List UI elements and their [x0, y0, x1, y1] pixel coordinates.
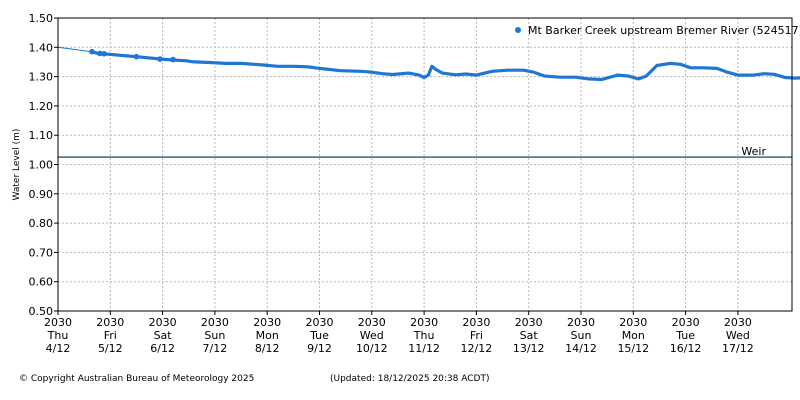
- y-tick-label: 0.50: [29, 305, 54, 318]
- legend-marker: [515, 27, 521, 33]
- x-tick-label-date: 7/12: [203, 342, 228, 355]
- data-point: [170, 56, 176, 63]
- x-tick-label-day: Tue: [675, 329, 695, 342]
- x-tick-label-time: 2030: [410, 316, 438, 329]
- x-tick-label-time: 2030: [201, 316, 229, 329]
- copyright-text: © Copyright Australian Bureau of Meteoro…: [19, 374, 255, 384]
- x-tick-label-time: 2030: [149, 316, 177, 329]
- y-tick-label: 1.50: [29, 12, 54, 25]
- x-tick-label-date: 16/12: [670, 342, 702, 355]
- y-tick-label: 0.60: [29, 276, 54, 289]
- data-point: [101, 50, 107, 57]
- x-tick-label-date: 6/12: [150, 342, 175, 355]
- y-axis: 0.50 0.60 0.70 0.80 0.90 1.00 1.10 1.20 1.30 1.40…: [29, 12, 58, 318]
- updated-text: (Updated: 18/12/2025 20:38 ACDT): [330, 374, 490, 384]
- x-tick-label-day: Tue: [309, 329, 329, 342]
- y-tick-label: 0.90: [29, 188, 54, 201]
- legend: Mt Barker Creek upstream Bremer River (5…: [515, 24, 800, 37]
- y-tick-label: 1.00: [29, 159, 54, 172]
- x-tick-label-date: 15/12: [617, 342, 649, 355]
- x-tick-label-time: 2030: [515, 316, 543, 329]
- data-point: [97, 50, 103, 57]
- x-tick-label-date: 12/12: [461, 342, 493, 355]
- x-tick-label-time: 2030: [567, 316, 595, 329]
- x-tick-label-date: 17/12: [722, 342, 754, 355]
- x-tick-label-time: 2030: [462, 316, 490, 329]
- y-axis-label: Water Level (m): [12, 129, 22, 201]
- x-tick-label-day: Thu: [413, 329, 435, 342]
- x-tick-label-day: Wed: [726, 329, 750, 342]
- legend-label: Mt Barker Creek upstream Bremer River (5…: [528, 24, 800, 37]
- x-tick-label-time: 2030: [306, 316, 334, 329]
- x-tick-label-date: 10/12: [356, 342, 388, 355]
- x-tick-label-time: 2030: [96, 316, 124, 329]
- y-tick-label: 1.20: [29, 100, 54, 113]
- data-point: [157, 56, 163, 62]
- x-tick-label-time: 2030: [253, 316, 281, 329]
- x-tick-label-time: 2030: [619, 316, 647, 329]
- x-tick-label-date: 9/12: [307, 342, 332, 355]
- data-point: [89, 48, 95, 55]
- x-tick-label-date: 4/12: [46, 342, 71, 355]
- y-tick-label: 0.80: [29, 217, 54, 230]
- x-tick-label-day: Fri: [104, 329, 117, 342]
- data-point: [133, 53, 140, 60]
- x-tick-label-time: 2030: [358, 316, 386, 329]
- x-tick-label-date: 14/12: [565, 342, 597, 355]
- x-tick-label-date: 5/12: [98, 342, 123, 355]
- x-tick-label-time: 2030: [672, 316, 700, 329]
- x-axis: 2030Thu4/122030Fri5/122030Sat6/122030Sun…: [44, 311, 754, 355]
- x-tick-label-time: 2030: [724, 316, 752, 329]
- x-tick-label-date: 13/12: [513, 342, 545, 355]
- x-tick-label-day: Thu: [47, 329, 69, 342]
- weir-label: Weir: [741, 145, 766, 158]
- y-tick-label: 1.10: [29, 129, 54, 142]
- x-tick-label-time: 2030: [44, 316, 72, 329]
- series-layer: [57, 46, 800, 82]
- x-tick-label-day: Sat: [520, 329, 539, 342]
- x-tick-label-date: 8/12: [255, 342, 280, 355]
- y-tick-label: 0.70: [29, 246, 54, 259]
- grid-lines: [58, 18, 792, 311]
- x-tick-label-day: Wed: [360, 329, 384, 342]
- x-tick-label-day: Sat: [154, 329, 173, 342]
- reference-lines: Weir: [58, 145, 792, 158]
- x-tick-label-day: Mon: [256, 329, 279, 342]
- x-tick-label-day: Fri: [470, 329, 483, 342]
- x-tick-label-day: Sun: [571, 329, 592, 342]
- series-interpolated-line: [57, 46, 93, 53]
- x-tick-label-day: Mon: [622, 329, 645, 342]
- x-tick-label-day: Sun: [204, 329, 225, 342]
- plot-frame: [57, 17, 793, 312]
- y-tick-label: 1.40: [29, 41, 54, 54]
- y-tick-label: 1.30: [29, 71, 54, 84]
- x-tick-label-date: 11/12: [408, 342, 440, 355]
- series-line: [90, 50, 800, 82]
